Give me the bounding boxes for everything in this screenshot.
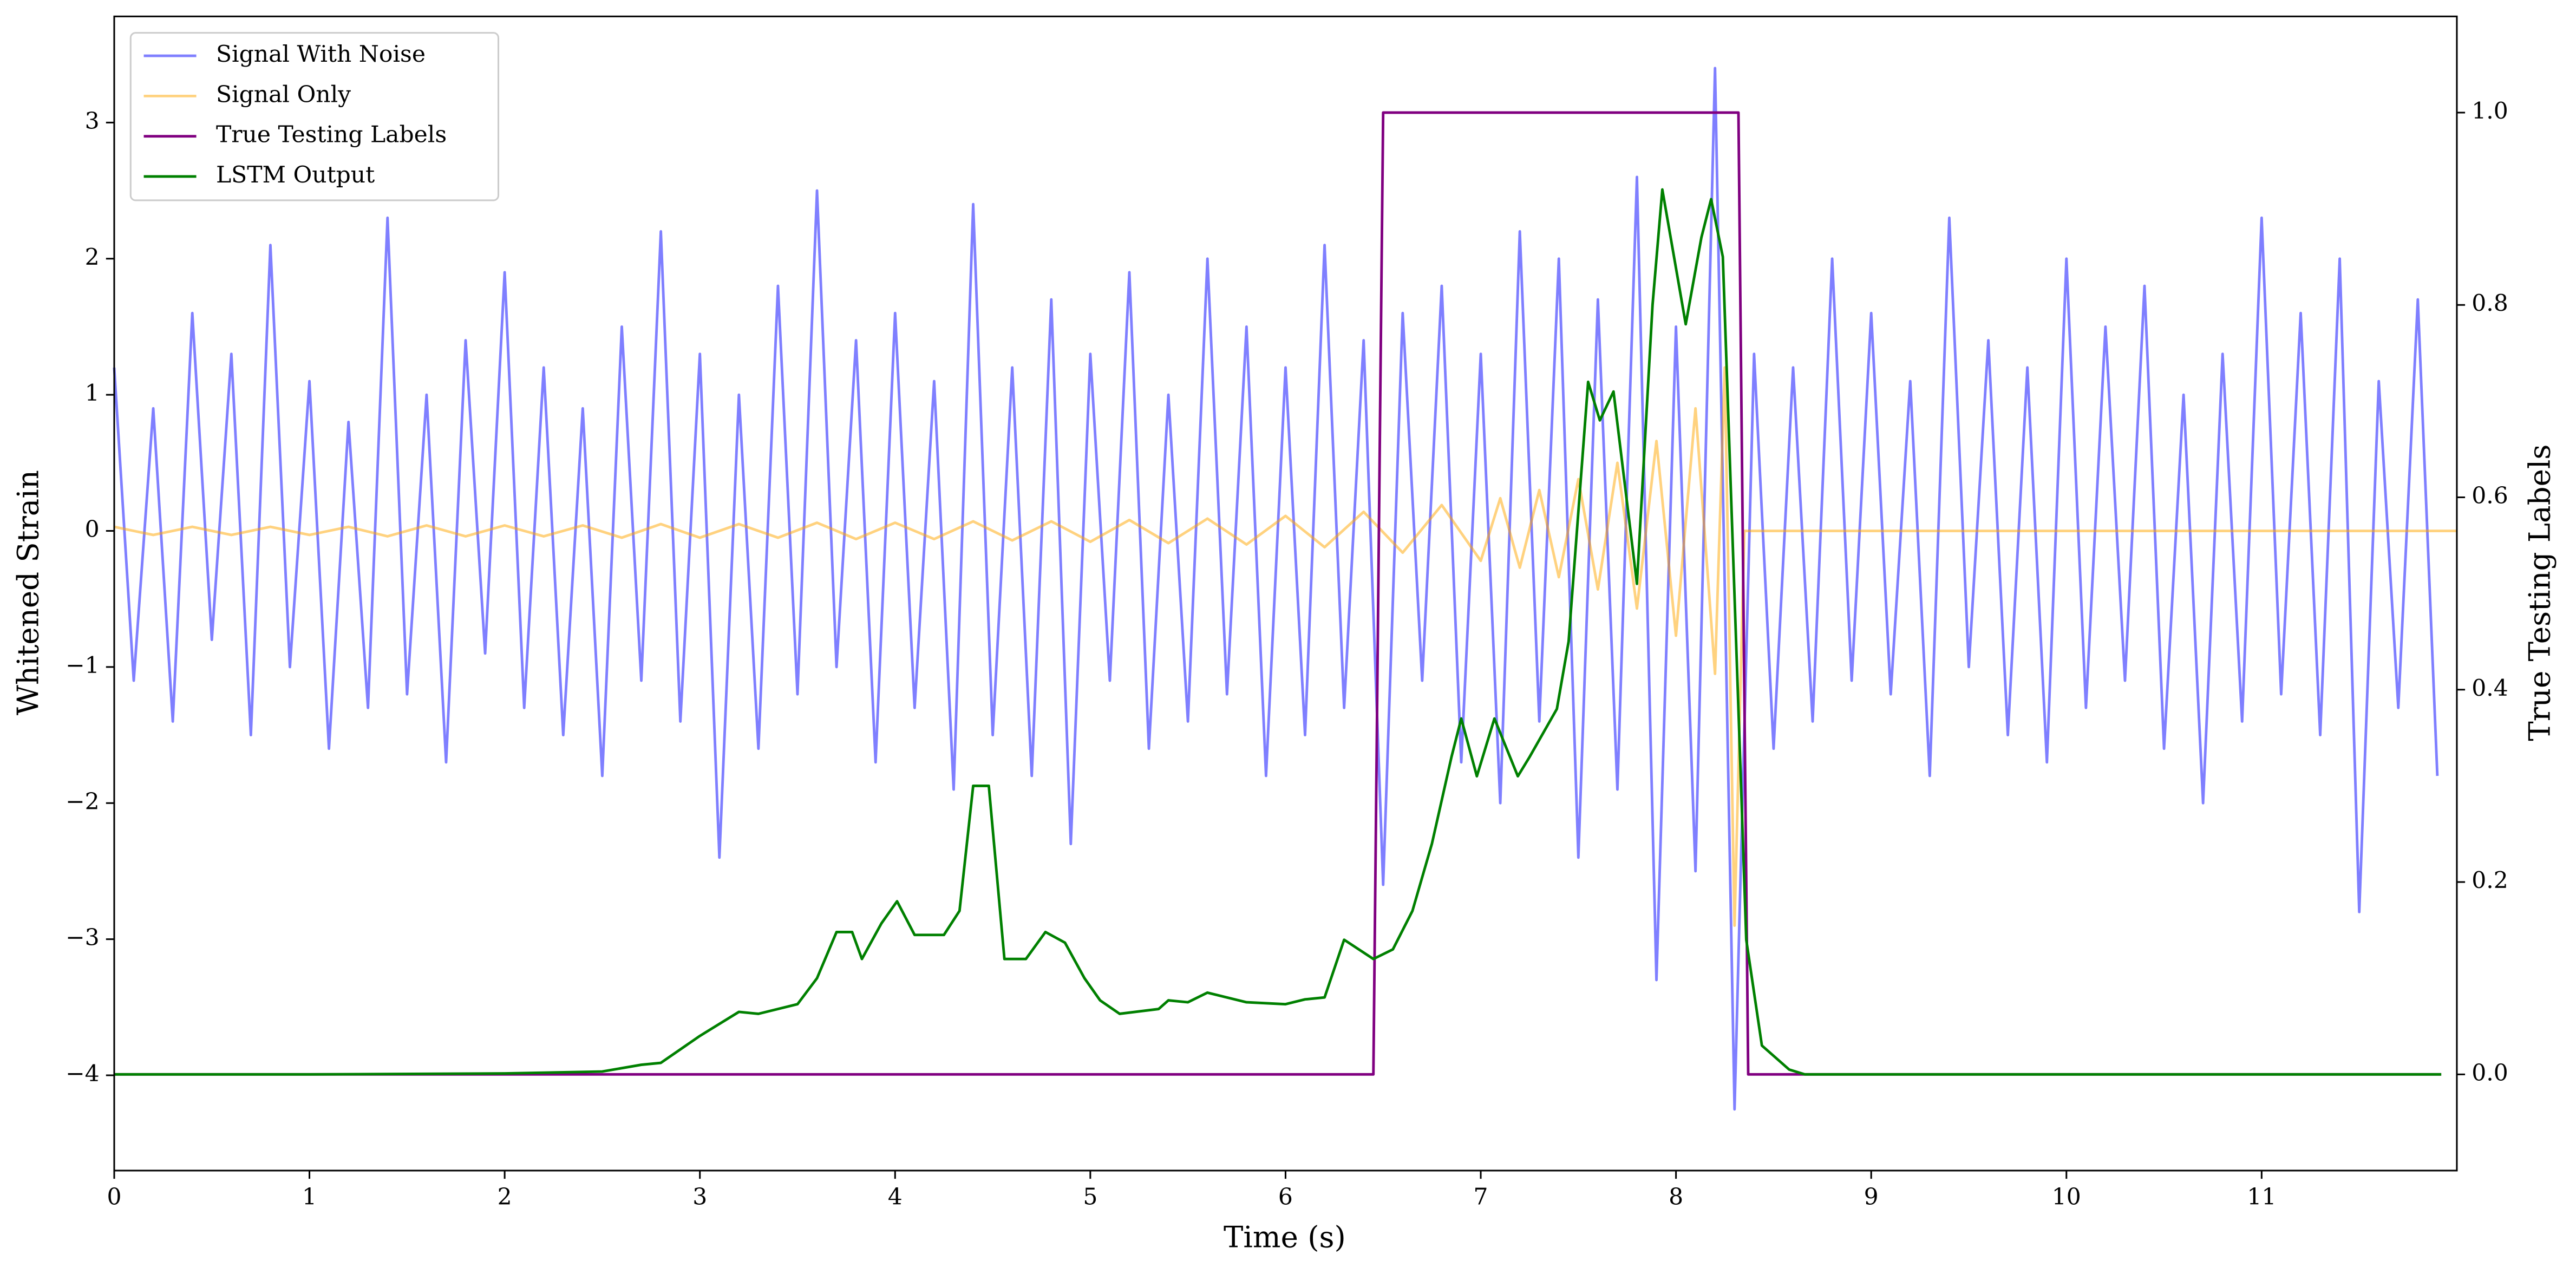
y2-tick-label: 0.2 [2472, 867, 2508, 894]
x-tick-label: 0 [107, 1184, 121, 1211]
x-axis-label: Time (s) [1224, 1219, 1346, 1254]
y-tick-label: 0 [85, 517, 100, 543]
y-tick-label: −4 [66, 1061, 100, 1087]
x-tick-label: 8 [1669, 1184, 1683, 1211]
series-line [114, 366, 2457, 927]
y-tick-label: 3 [85, 108, 100, 134]
x-tick-label: 10 [2052, 1184, 2081, 1211]
y2-tick-label: 0.0 [2472, 1060, 2508, 1086]
y-axis-label: Whitened Strain [10, 470, 45, 715]
legend-label: Signal Only [216, 81, 351, 108]
x-tick-label: 11 [2247, 1184, 2276, 1211]
legend-box [129, 32, 500, 201]
x-tick-label: 9 [1864, 1184, 1879, 1211]
plot-frame [113, 15, 2458, 1172]
y-tick-label: −2 [66, 788, 100, 815]
y2-tick-label: 0.8 [2472, 290, 2508, 317]
x-tick-label: 6 [1278, 1184, 1293, 1211]
series-line [114, 188, 2442, 1076]
y2-tick-label: 1.0 [2472, 98, 2508, 125]
y-tick-label: −1 [66, 652, 100, 679]
x-tick-label: 3 [692, 1184, 707, 1211]
legend-label: True Testing Labels [216, 122, 447, 148]
x-tick-label: 1 [302, 1184, 317, 1211]
y2-tick-label: 0.4 [2472, 675, 2508, 702]
x-tick-label: 5 [1083, 1184, 1097, 1211]
x-tick-label: 2 [498, 1184, 512, 1211]
y2-axis-label: True Testing Labels [2522, 445, 2557, 741]
y2-tick-label: 0.6 [2472, 483, 2508, 509]
series-line [113, 67, 2439, 1111]
y-tick-label: 2 [85, 244, 100, 271]
y-tick-label: 1 [85, 380, 100, 407]
legend-label: Signal With Noise [216, 41, 426, 68]
x-tick-label: 4 [888, 1184, 903, 1211]
x-tick-label: 7 [1474, 1184, 1488, 1211]
y-tick-label: −3 [66, 925, 100, 951]
legend-label: LSTM Output [216, 162, 375, 188]
